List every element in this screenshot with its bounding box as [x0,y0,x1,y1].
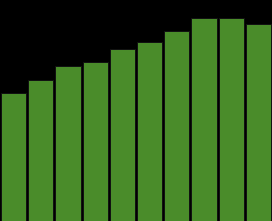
Bar [164,31,189,221]
Bar [137,42,162,221]
Bar [55,66,81,221]
Bar [110,49,135,221]
Bar [83,62,108,221]
Bar [28,80,53,221]
Bar [191,18,217,221]
Bar [1,93,26,221]
Bar [219,18,244,221]
Bar [246,24,271,221]
